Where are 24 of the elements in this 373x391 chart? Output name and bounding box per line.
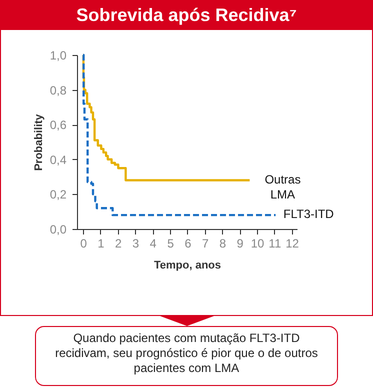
series-label: FLT3-ITD: [283, 207, 334, 222]
x-tick-label: 3: [132, 236, 140, 250]
text: Quando pacientes com mutação FLT3-ITD recidivam, seu prognóstico é pior que o de outros pacientes com LMA: [54, 331, 319, 376]
x-tick-label: 0: [80, 236, 88, 250]
y-tick-label: 0,6: [50, 118, 67, 132]
series-label: Outras LMA: [264, 172, 301, 202]
x-tick-label: 2: [115, 236, 122, 250]
x-tick-label: 12: [286, 236, 300, 250]
x-tick-label: 1: [98, 236, 105, 250]
y-tick-label: 0,0: [50, 222, 67, 236]
x-axis-title: Tempo, anos: [154, 260, 222, 272]
x-tick-label: 11: [268, 236, 282, 250]
x-tick-label: 5: [167, 236, 174, 250]
y-tick-label: 0,4: [50, 152, 67, 167]
y-tick-label: 0,8: [50, 83, 67, 98]
x-tick-label: 6: [184, 236, 192, 250]
y-tick-label: 1,0: [50, 48, 67, 62]
y-axis-title: Probability: [32, 113, 45, 171]
x-tick-label: 4: [150, 236, 157, 250]
y-tick-label: 0,2: [50, 188, 67, 202]
x-tick-label: 8: [219, 236, 226, 250]
x-tick-label: 7: [202, 236, 209, 250]
x-tick-label: 9: [236, 236, 244, 250]
x-tick-label: 10: [250, 236, 264, 250]
